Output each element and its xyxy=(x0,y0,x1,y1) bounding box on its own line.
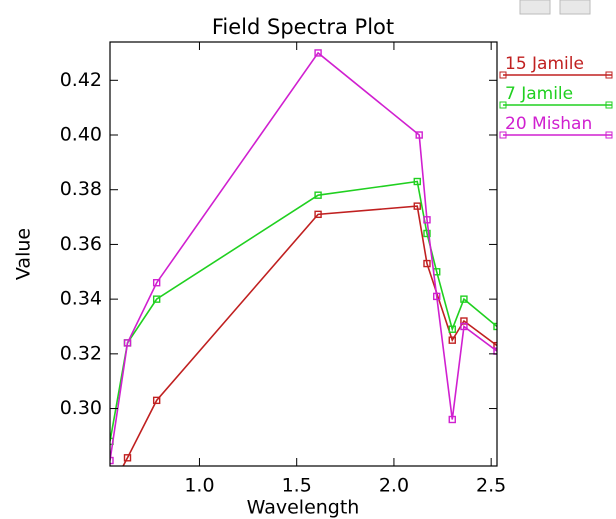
plot-area xyxy=(107,49,497,494)
data-point xyxy=(423,259,431,268)
data-point xyxy=(413,177,421,186)
legend-marker xyxy=(499,71,507,79)
data-point xyxy=(493,341,497,350)
data-point xyxy=(413,202,421,210)
legend-marker xyxy=(605,101,613,109)
y-tick-label: 0.34 xyxy=(60,288,102,310)
x-tick-label: 1.5 xyxy=(282,475,312,497)
data-point xyxy=(314,49,322,57)
y-tick-label: 0.42 xyxy=(60,69,102,91)
data-point xyxy=(152,279,161,287)
data-point xyxy=(433,292,441,301)
x-tick-label: 1.0 xyxy=(184,475,214,497)
data-point xyxy=(460,295,468,303)
legend-label: 20 Mishan xyxy=(505,114,592,134)
x-axis-label: Wavelength xyxy=(247,497,360,519)
legend-marker xyxy=(499,131,507,139)
legend-marker xyxy=(605,71,613,79)
data-point xyxy=(314,191,322,199)
data-point xyxy=(460,322,468,331)
data-point xyxy=(415,131,423,139)
data-point xyxy=(423,216,431,224)
legend-label: 15 Jamile xyxy=(505,54,584,74)
y-tick-label: 0.40 xyxy=(60,124,102,146)
data-point xyxy=(314,210,322,219)
data-point xyxy=(493,322,497,331)
data-point xyxy=(152,295,161,303)
y-tick-label: 0.30 xyxy=(60,397,102,419)
y-tick-label: 0.32 xyxy=(60,342,102,364)
chart-title: Field Spectra Plot xyxy=(212,15,394,39)
data-point xyxy=(423,229,431,238)
series-line xyxy=(110,51,497,461)
data-point xyxy=(448,325,456,333)
plot-frame xyxy=(109,41,498,467)
legend-marker xyxy=(499,101,507,109)
y-tick-label: 0.38 xyxy=(60,178,102,200)
y-axis-label: Value xyxy=(13,228,35,280)
y-tick-label: 0.36 xyxy=(60,233,102,255)
data-point xyxy=(448,336,456,344)
x-tick-label: 2.0 xyxy=(379,475,409,497)
series-line xyxy=(110,180,497,442)
data-point xyxy=(123,454,132,462)
data-point xyxy=(107,488,113,494)
data-point xyxy=(448,415,456,424)
data-point xyxy=(110,456,114,465)
series-line xyxy=(122,205,497,466)
window-button xyxy=(519,0,551,15)
window-button xyxy=(559,0,591,15)
data-point xyxy=(493,347,497,355)
legend-marker xyxy=(605,131,613,139)
data-point xyxy=(123,339,132,347)
data-point xyxy=(152,396,161,405)
x-tick-label: 2.5 xyxy=(476,475,506,497)
legend-label: 7 Jamile xyxy=(505,84,573,104)
